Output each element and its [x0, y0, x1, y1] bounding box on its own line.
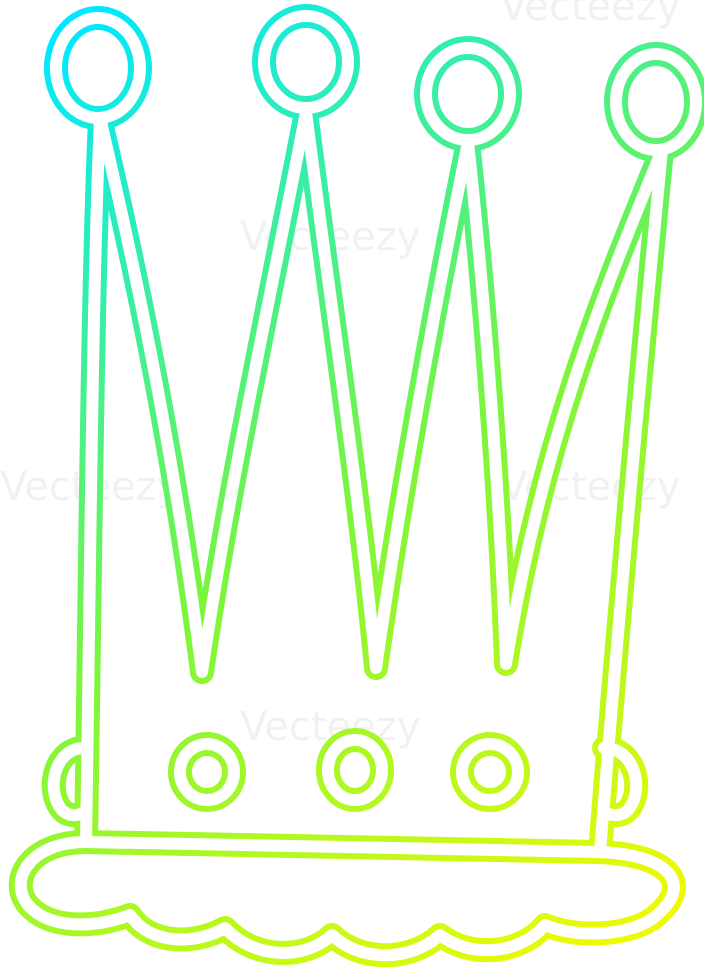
watermark: Vecteezy [500, 0, 680, 30]
